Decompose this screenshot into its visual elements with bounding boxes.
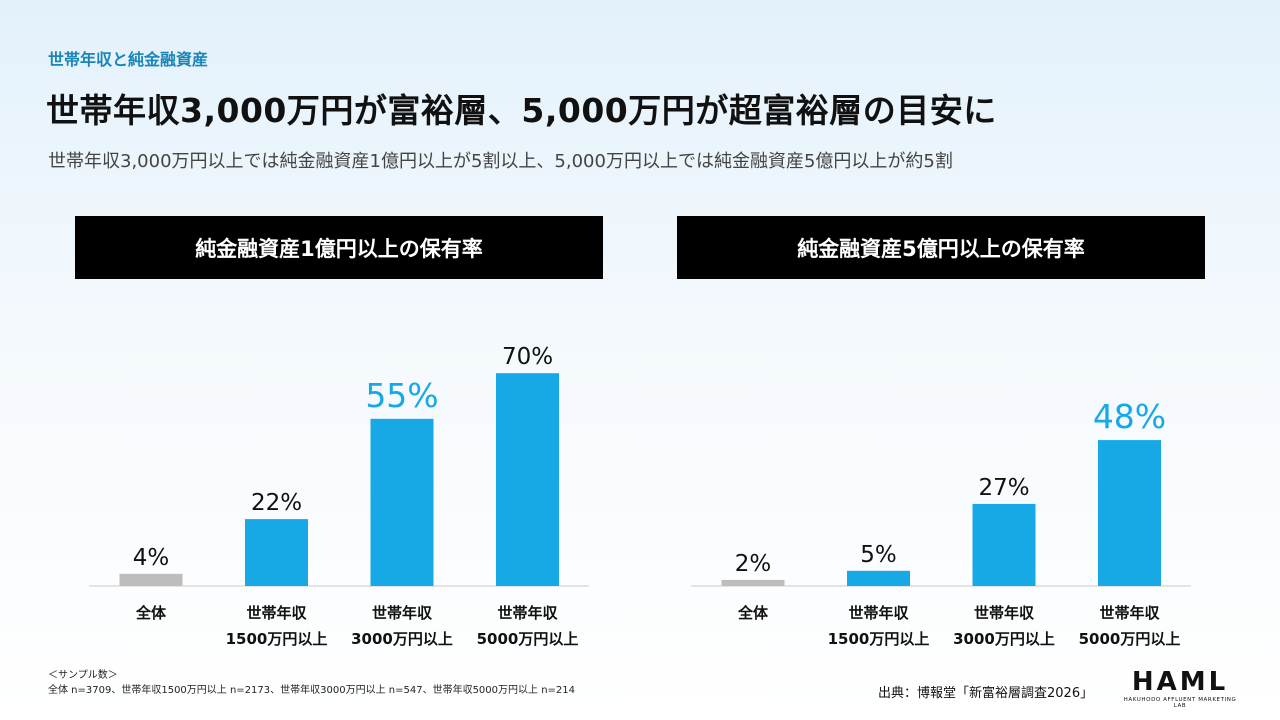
section-label: 世帯年収と純金融資産 bbox=[48, 50, 209, 69]
bar-left-2 bbox=[370, 418, 434, 586]
bar-right-2 bbox=[972, 503, 1036, 586]
category-label-right-3-1: 5000万円以上 bbox=[1079, 630, 1181, 648]
data-label-left-2: 55% bbox=[365, 376, 438, 415]
data-label-left-3: 70% bbox=[502, 344, 553, 370]
data-label-left-1: 22% bbox=[251, 490, 302, 516]
sample-text: 全体 n=3709、世帯年収1500万円以上 n=2173、世帯年収3000万円… bbox=[48, 685, 576, 696]
bar-left-0 bbox=[119, 573, 183, 586]
bar-left-1 bbox=[245, 519, 308, 586]
logo-main-text: HAML bbox=[1131, 667, 1229, 697]
sample-note: ＜サンプル数＞ 全体 n=3709、世帯年収1500万円以上 n=2173、世帯… bbox=[48, 668, 575, 698]
bar-chart-right: 2% 全体 5% 世帯年収 1500万円以上 27% 世帯年収 3000万円以上 48% 世帯年収… bbox=[691, 397, 1191, 648]
bar-left-3 bbox=[496, 373, 559, 586]
category-label-left-1-0: 世帯年収 bbox=[246, 604, 307, 622]
category-label-left-3-0: 世帯年収 bbox=[497, 604, 558, 622]
category-label-left-1-1: 1500万円以上 bbox=[226, 630, 328, 648]
data-label-right-0: 2% bbox=[735, 551, 772, 577]
chart-title-left: 純金融資産1億円以上の保有率 bbox=[75, 216, 603, 279]
bar-right-3 bbox=[1098, 440, 1161, 586]
data-label-right-2: 27% bbox=[978, 475, 1029, 501]
category-label-right-1-1: 1500万円以上 bbox=[828, 630, 930, 648]
category-label-right-2-0: 世帯年収 bbox=[974, 604, 1035, 622]
data-label-left-0: 4% bbox=[133, 545, 170, 571]
source-citation: 出典：博報堂「新富裕層調査2026」 bbox=[878, 686, 1094, 701]
page-subtitle: 世帯年収3,000万円以上では純金融資産1億円以上が5割以上、5,000万円以上… bbox=[48, 151, 953, 172]
category-label-right-0-0: 全体 bbox=[737, 604, 769, 622]
bar-right-0 bbox=[721, 579, 785, 586]
bar-right-1 bbox=[847, 570, 910, 586]
page-title: 世帯年収3,000万円が富裕層、5,000万円が超富裕層の目安に bbox=[46, 91, 997, 130]
category-label-right-2-1: 3000万円以上 bbox=[953, 630, 1055, 648]
data-label-right-3: 48% bbox=[1093, 397, 1166, 436]
category-label-left-0-0: 全体 bbox=[135, 604, 167, 622]
category-label-left-3-1: 5000万円以上 bbox=[477, 630, 579, 648]
category-label-right-3-0: 世帯年収 bbox=[1099, 604, 1160, 622]
category-label-left-2-0: 世帯年収 bbox=[372, 604, 433, 622]
category-label-left-2-1: 3000万円以上 bbox=[351, 630, 453, 648]
chart-title-right: 純金融資産5億円以上の保有率 bbox=[677, 216, 1205, 279]
haml-logo: HAML HAKUHODO AFFLUENT MARKETING LAB bbox=[1120, 668, 1240, 709]
logo-sub-text: HAKUHODO AFFLUENT MARKETING LAB bbox=[1123, 697, 1237, 709]
sample-heading: ＜サンプル数＞ bbox=[48, 670, 118, 681]
bar-chart-left: 4% 全体 22% 世帯年収 1500万円以上 55% 世帯年収 3000万円以上 70% 世帯年… bbox=[89, 344, 589, 648]
category-label-right-1-0: 世帯年収 bbox=[848, 604, 909, 622]
data-label-right-1: 5% bbox=[860, 542, 897, 568]
